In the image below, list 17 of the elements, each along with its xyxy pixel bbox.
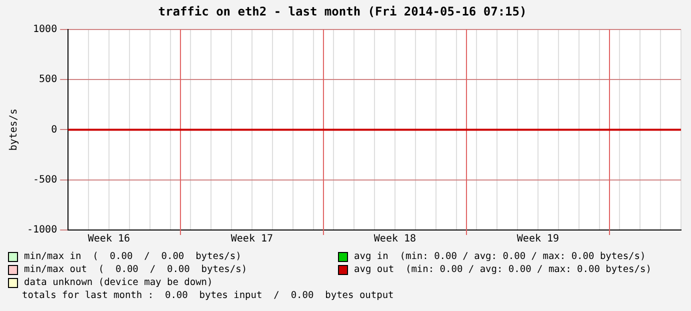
text: totals for last month : 0.00 bytes input / 0.00 bytes output — [21, 289, 395, 302]
y-tick-label: 1000 — [33, 24, 58, 35]
y-tick-label: -1000 — [26, 224, 58, 236]
x-tick-label: Week 16 — [88, 234, 130, 245]
x-tick-label: Week 19 — [516, 234, 560, 245]
text: avg in (min: 0.00 / avg: 0.00 / max: 0.00 bytes/s) — [354, 251, 646, 262]
text: min/max out ( 0.00 / 0.00 bytes/s) — [24, 264, 248, 275]
text: avg out (min: 0.00 / avg: 0.00 / max: 0.00 bytes/s) — [354, 264, 652, 275]
y-tick-label: 500 — [39, 74, 58, 86]
chart-title: traffic on eth2 - last month (Fri 2014-05-16 07:15) — [158, 4, 527, 18]
text: min/max in ( 0.00 / 0.00 bytes/s) — [24, 251, 242, 262]
y-axis-title: bytes/s — [8, 108, 20, 151]
y-tick-label: 0 — [51, 124, 58, 136]
x-tick-label: Week 18 — [374, 234, 416, 245]
x-tick-label: Week 17 — [230, 234, 274, 245]
y-tick-label: -500 — [33, 174, 58, 186]
legend-label: data unknown (device may be down) — [24, 276, 213, 289]
